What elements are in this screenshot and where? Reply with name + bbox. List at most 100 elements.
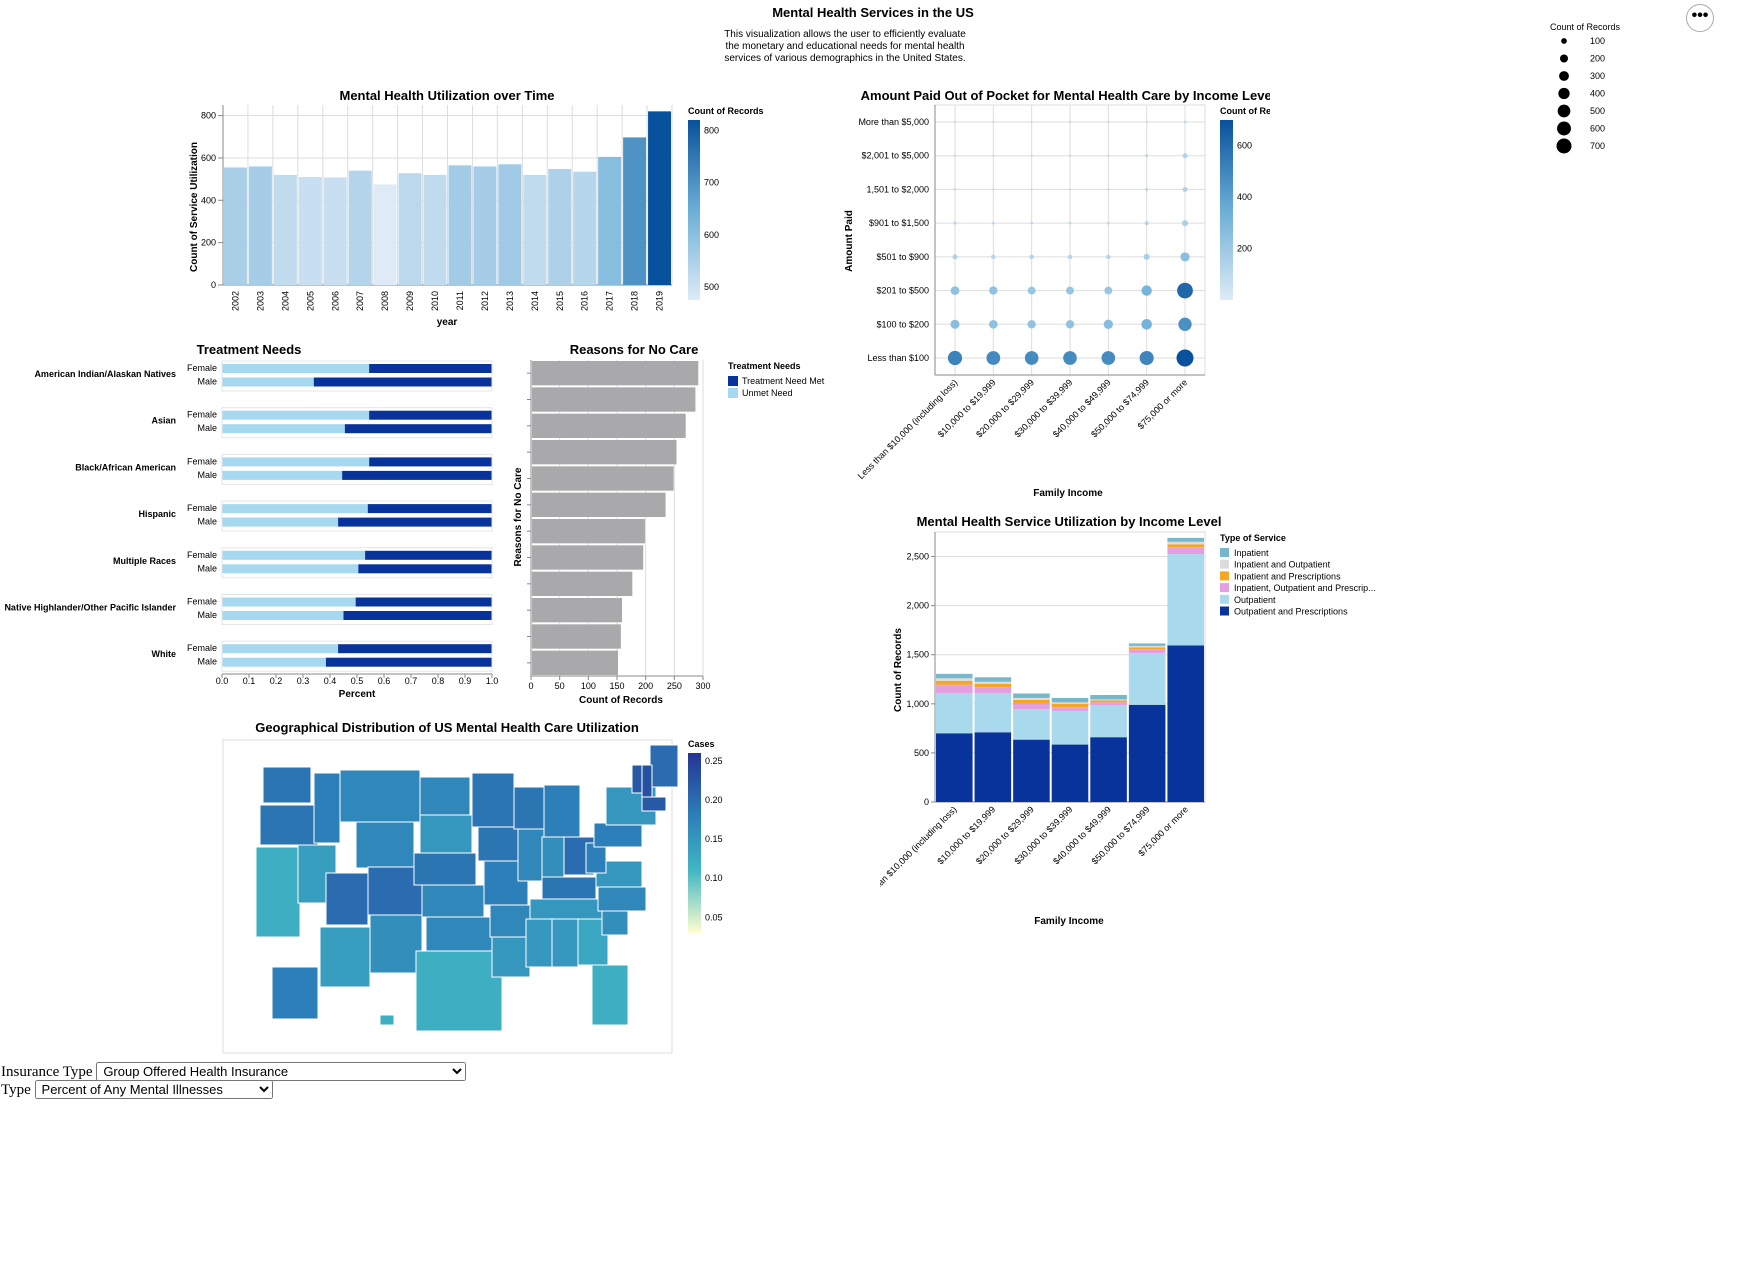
- stack-segment: [936, 678, 973, 681]
- size-legend-label: 700: [1590, 141, 1605, 151]
- met-bar: [365, 550, 492, 560]
- state-ks: [421, 884, 485, 918]
- legend-tick-label: 800: [704, 125, 719, 135]
- dot: [1027, 286, 1036, 295]
- legend-tick-label: 0.25: [705, 756, 723, 766]
- bar: [423, 174, 447, 285]
- x-tick-label: 2005: [305, 291, 315, 311]
- stack-segment: [1128, 704, 1166, 802]
- geo-legend-gradient: [688, 753, 701, 933]
- stack-segment: [1128, 647, 1166, 650]
- x-tick-label: 0: [528, 681, 533, 691]
- group-label: Multiple Races: [113, 556, 176, 566]
- x-tick-label: 2019: [655, 291, 665, 311]
- x-tick-label: 0.3: [297, 676, 310, 686]
- met-bar: [338, 644, 492, 654]
- size-legend: Count of Records 100 200 300 400 500 600 700: [1550, 22, 1621, 154]
- out-of-pocket-chart: Amount Paid Out of Pocket for Mental Hea…: [844, 88, 1270, 499]
- out-of-pocket-title: Amount Paid Out of Pocket for Mental Hea…: [861, 88, 1270, 103]
- legend-tick-label: 700: [704, 178, 719, 188]
- size-legend-dot: [1558, 87, 1570, 100]
- x-tick-label: 250: [667, 681, 682, 691]
- met-bar: [313, 377, 492, 387]
- treatment-needs-xlabel: Percent: [339, 689, 376, 700]
- out-of-pocket-legend-title: Count of Records: [1220, 106, 1270, 116]
- legend-tick-label: 600: [704, 230, 719, 240]
- stack-segment: [1051, 744, 1089, 802]
- service-by-income-chart: Mental Health Service Utilization by Inc…: [880, 514, 1376, 927]
- bar: [498, 164, 522, 285]
- dot: [1106, 254, 1111, 260]
- x-tick-label: 2013: [505, 291, 515, 311]
- x-tick-label: 2008: [380, 291, 390, 311]
- type-select[interactable]: Percent of Any Mental Illnesses: [34, 1080, 273, 1099]
- gender-label: Female: [187, 550, 217, 560]
- y-tick-label: 400: [201, 195, 216, 205]
- dot: [1030, 154, 1033, 157]
- y-tick-label: 0: [924, 797, 929, 807]
- gender-label: Female: [187, 456, 217, 466]
- stack-segment: [1013, 697, 1050, 700]
- met-bar: [325, 657, 492, 667]
- geo-map-chart: Geographical Distribution of US Mental H…: [222, 720, 723, 1054]
- treatment-needs-x-ticks: 0.0 0.1 0.2 0.3 0.4 0.5 0.6 0.7 0.8 0.9 1.0: [216, 673, 498, 686]
- dot: [1145, 154, 1149, 158]
- bar: [532, 571, 633, 596]
- dot: [1107, 154, 1110, 157]
- y-tick-label: 0: [211, 280, 216, 290]
- dot: [1068, 154, 1072, 157]
- dot: [1107, 188, 1110, 191]
- utilization-chart: Mental Health Utilization over Time year…: [189, 88, 764, 328]
- size-legend-label: 400: [1590, 89, 1605, 99]
- state-ak: [271, 966, 319, 1020]
- legend-tick-label: 400: [1237, 192, 1252, 202]
- dot: [1178, 317, 1192, 331]
- stack-segment: [1051, 703, 1089, 708]
- utilization-grid: [222, 105, 673, 286]
- geo-legend-ticks: 0.25 0.20 0.15 0.10 0.05: [705, 756, 723, 923]
- group-label: Asian: [151, 416, 176, 426]
- size-legend-label: 600: [1590, 124, 1605, 134]
- stack-segment: [1128, 653, 1166, 705]
- state-nh: [641, 764, 653, 798]
- stack-segment: [1128, 645, 1166, 648]
- bar: [298, 177, 322, 285]
- service-by-income-bars: [936, 537, 1204, 802]
- legend-label: Inpatient and Outpatient: [1234, 560, 1331, 570]
- no-care-grid: [530, 360, 704, 677]
- utilization-legend-gradient: [688, 120, 700, 300]
- more-horizontal-icon[interactable]: •••: [1686, 4, 1714, 32]
- dot: [986, 351, 1001, 365]
- bar: [532, 624, 621, 649]
- insurance-type-select[interactable]: Group Offered Health Insurance: [96, 1062, 467, 1081]
- size-legend-dot: [1559, 54, 1569, 63]
- x-tick-label: 2009: [405, 291, 415, 311]
- unmet-bar: [222, 517, 339, 527]
- legend-swatch: [1220, 559, 1229, 569]
- met-bar: [344, 424, 492, 434]
- treatment-needs-title: Treatment Needs: [197, 342, 302, 357]
- bar: [523, 174, 547, 285]
- dot: [1065, 320, 1075, 329]
- out-of-pocket-legend-ticks: 600 400 200: [1237, 141, 1252, 254]
- stack-segment: [974, 683, 1012, 688]
- treatment-legend-title: Treatment Needs: [728, 361, 801, 371]
- utilization-x-ticks: 2002 2003 2004 2005 2006 2007 2008 2009 2010 2011…: [230, 291, 664, 311]
- dot: [1063, 351, 1077, 365]
- state-wa: [262, 766, 312, 804]
- stack-segment: [936, 680, 973, 685]
- treatment-legend-unmet-label: Unmet Need: [742, 388, 793, 398]
- met-bar: [338, 517, 492, 527]
- state-tx: [415, 950, 503, 1032]
- bar: [532, 387, 696, 412]
- y-tick-label: 500: [914, 748, 929, 758]
- size-legend-dot: [1559, 71, 1569, 81]
- x-tick-label: 200: [638, 681, 653, 691]
- no-care-bars: [527, 361, 699, 675]
- x-tick-label: 0.5: [351, 676, 364, 686]
- state-id: [313, 772, 341, 844]
- legend-label: Inpatient: [1234, 548, 1269, 558]
- out-of-pocket-x-ticks: Less than $10,000 (including loss)$10,00…: [856, 377, 1190, 481]
- dot: [991, 221, 995, 225]
- group-frame: [221, 453, 493, 485]
